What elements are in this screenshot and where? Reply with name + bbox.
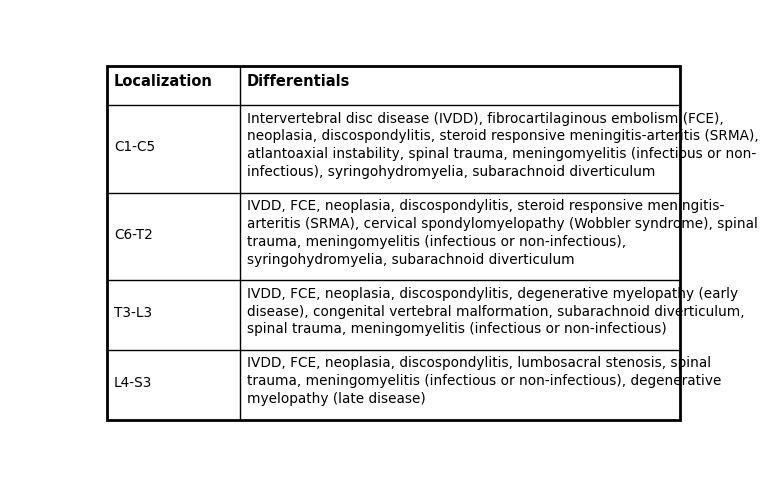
- Text: infectious), syringohydromyelia, subarachnoid diverticulum: infectious), syringohydromyelia, subarac…: [247, 165, 655, 179]
- Text: Differentials: Differentials: [247, 74, 350, 89]
- Text: trauma, meningomyelitis (infectious or non-infectious), degenerative: trauma, meningomyelitis (infectious or n…: [247, 374, 721, 388]
- Text: IVDD, FCE, neoplasia, discospondylitis, lumbosacral stenosis, spinal: IVDD, FCE, neoplasia, discospondylitis, …: [247, 356, 711, 370]
- Text: L4-S3: L4-S3: [114, 376, 152, 390]
- Text: C1-C5: C1-C5: [114, 140, 155, 154]
- Text: spinal trauma, meningomyelitis (infectious or non-infectious): spinal trauma, meningomyelitis (infectio…: [247, 322, 667, 336]
- Text: Intervertebral disc disease (IVDD), fibrocartilaginous embolism (FCE),: Intervertebral disc disease (IVDD), fibr…: [247, 112, 723, 125]
- Text: T3-L3: T3-L3: [114, 306, 152, 320]
- Text: IVDD, FCE, neoplasia, discospondylitis, degenerative myelopathy (early: IVDD, FCE, neoplasia, discospondylitis, …: [247, 287, 738, 301]
- Text: neoplasia, discospondylitis, steroid responsive meningitis-arteritis (SRMA),: neoplasia, discospondylitis, steroid res…: [247, 129, 759, 143]
- Text: atlantoaxial instability, spinal trauma, meningomyelitis (infectious or non-: atlantoaxial instability, spinal trauma,…: [247, 147, 756, 161]
- Text: IVDD, FCE, neoplasia, discospondylitis, steroid responsive meningitis-: IVDD, FCE, neoplasia, discospondylitis, …: [247, 199, 724, 213]
- Text: Localization: Localization: [114, 74, 213, 89]
- Text: trauma, meningomyelitis (infectious or non-infectious),: trauma, meningomyelitis (infectious or n…: [247, 235, 626, 249]
- Text: syringohydromyelia, subarachnoid diverticulum: syringohydromyelia, subarachnoid diverti…: [247, 252, 574, 267]
- Text: C6-T2: C6-T2: [114, 228, 153, 241]
- Text: arteritis (SRMA), cervical spondylomyelopathy (Wobbler syndrome), spinal: arteritis (SRMA), cervical spondylomyelo…: [247, 217, 758, 231]
- Text: myelopathy (late disease): myelopathy (late disease): [247, 392, 425, 406]
- Text: disease), congenital vertebral malformation, subarachnoid diverticulum,: disease), congenital vertebral malformat…: [247, 305, 745, 319]
